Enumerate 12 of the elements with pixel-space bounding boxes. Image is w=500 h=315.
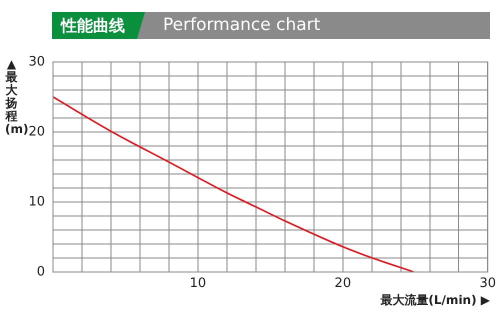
- y-tick-label: 10: [28, 194, 45, 210]
- y-tick-label: 20: [28, 124, 45, 140]
- x-tick-label: 10: [190, 276, 206, 292]
- x-axis-title: 最大流量(L/min) ▶: [380, 292, 490, 309]
- chart-subtitle: Performance chart: [163, 14, 320, 37]
- y-axis-title: ▲最大扬程(m): [5, 57, 28, 136]
- y-tick-label: 0: [36, 264, 45, 280]
- x-tick-label: 20: [334, 276, 352, 292]
- line-series: [53, 96, 415, 272]
- x-tick-label: 30: [479, 276, 496, 292]
- chart-title: 性能曲线: [52, 12, 145, 39]
- y-tick-label: 30: [28, 54, 45, 70]
